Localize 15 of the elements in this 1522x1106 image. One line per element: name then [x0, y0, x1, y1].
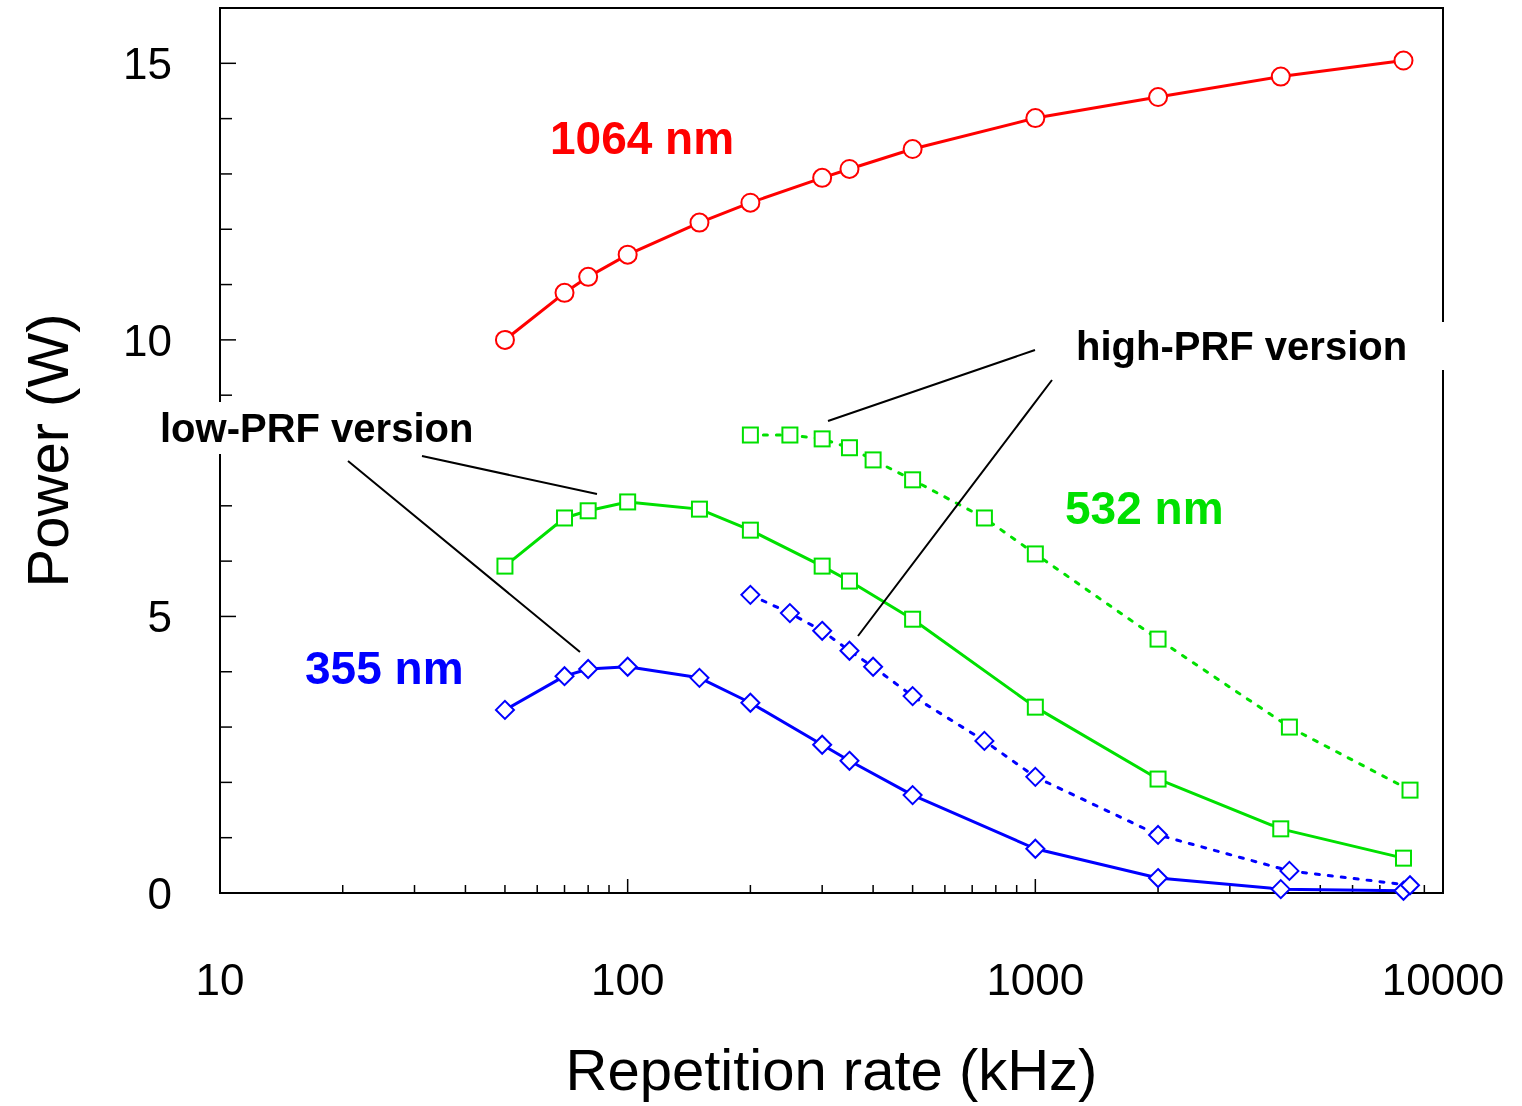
x-axis-title: Repetition rate (kHz) [565, 1037, 1098, 1102]
series-label: 355 nm [305, 642, 464, 694]
x-tick-label: 10 [195, 955, 245, 1004]
y-axis-title: Power (W) [15, 313, 80, 588]
y-tick-label: 15 [123, 39, 172, 89]
x-tick-label: 100 [590, 955, 665, 1004]
x-tick-label: 1000 [986, 955, 1085, 1004]
y-tick-label: 10 [123, 315, 172, 365]
series-label: 1064 nm [550, 112, 735, 164]
annotation: low-PRF version [160, 406, 474, 450]
y-tick-label: 5 [147, 592, 172, 642]
y-tick-label: 0 [147, 869, 172, 918]
x-tick-label: 10000 [1381, 955, 1505, 1004]
text: 532 nm [1065, 482, 1224, 534]
annotation: high-PRF version [1076, 324, 1408, 368]
